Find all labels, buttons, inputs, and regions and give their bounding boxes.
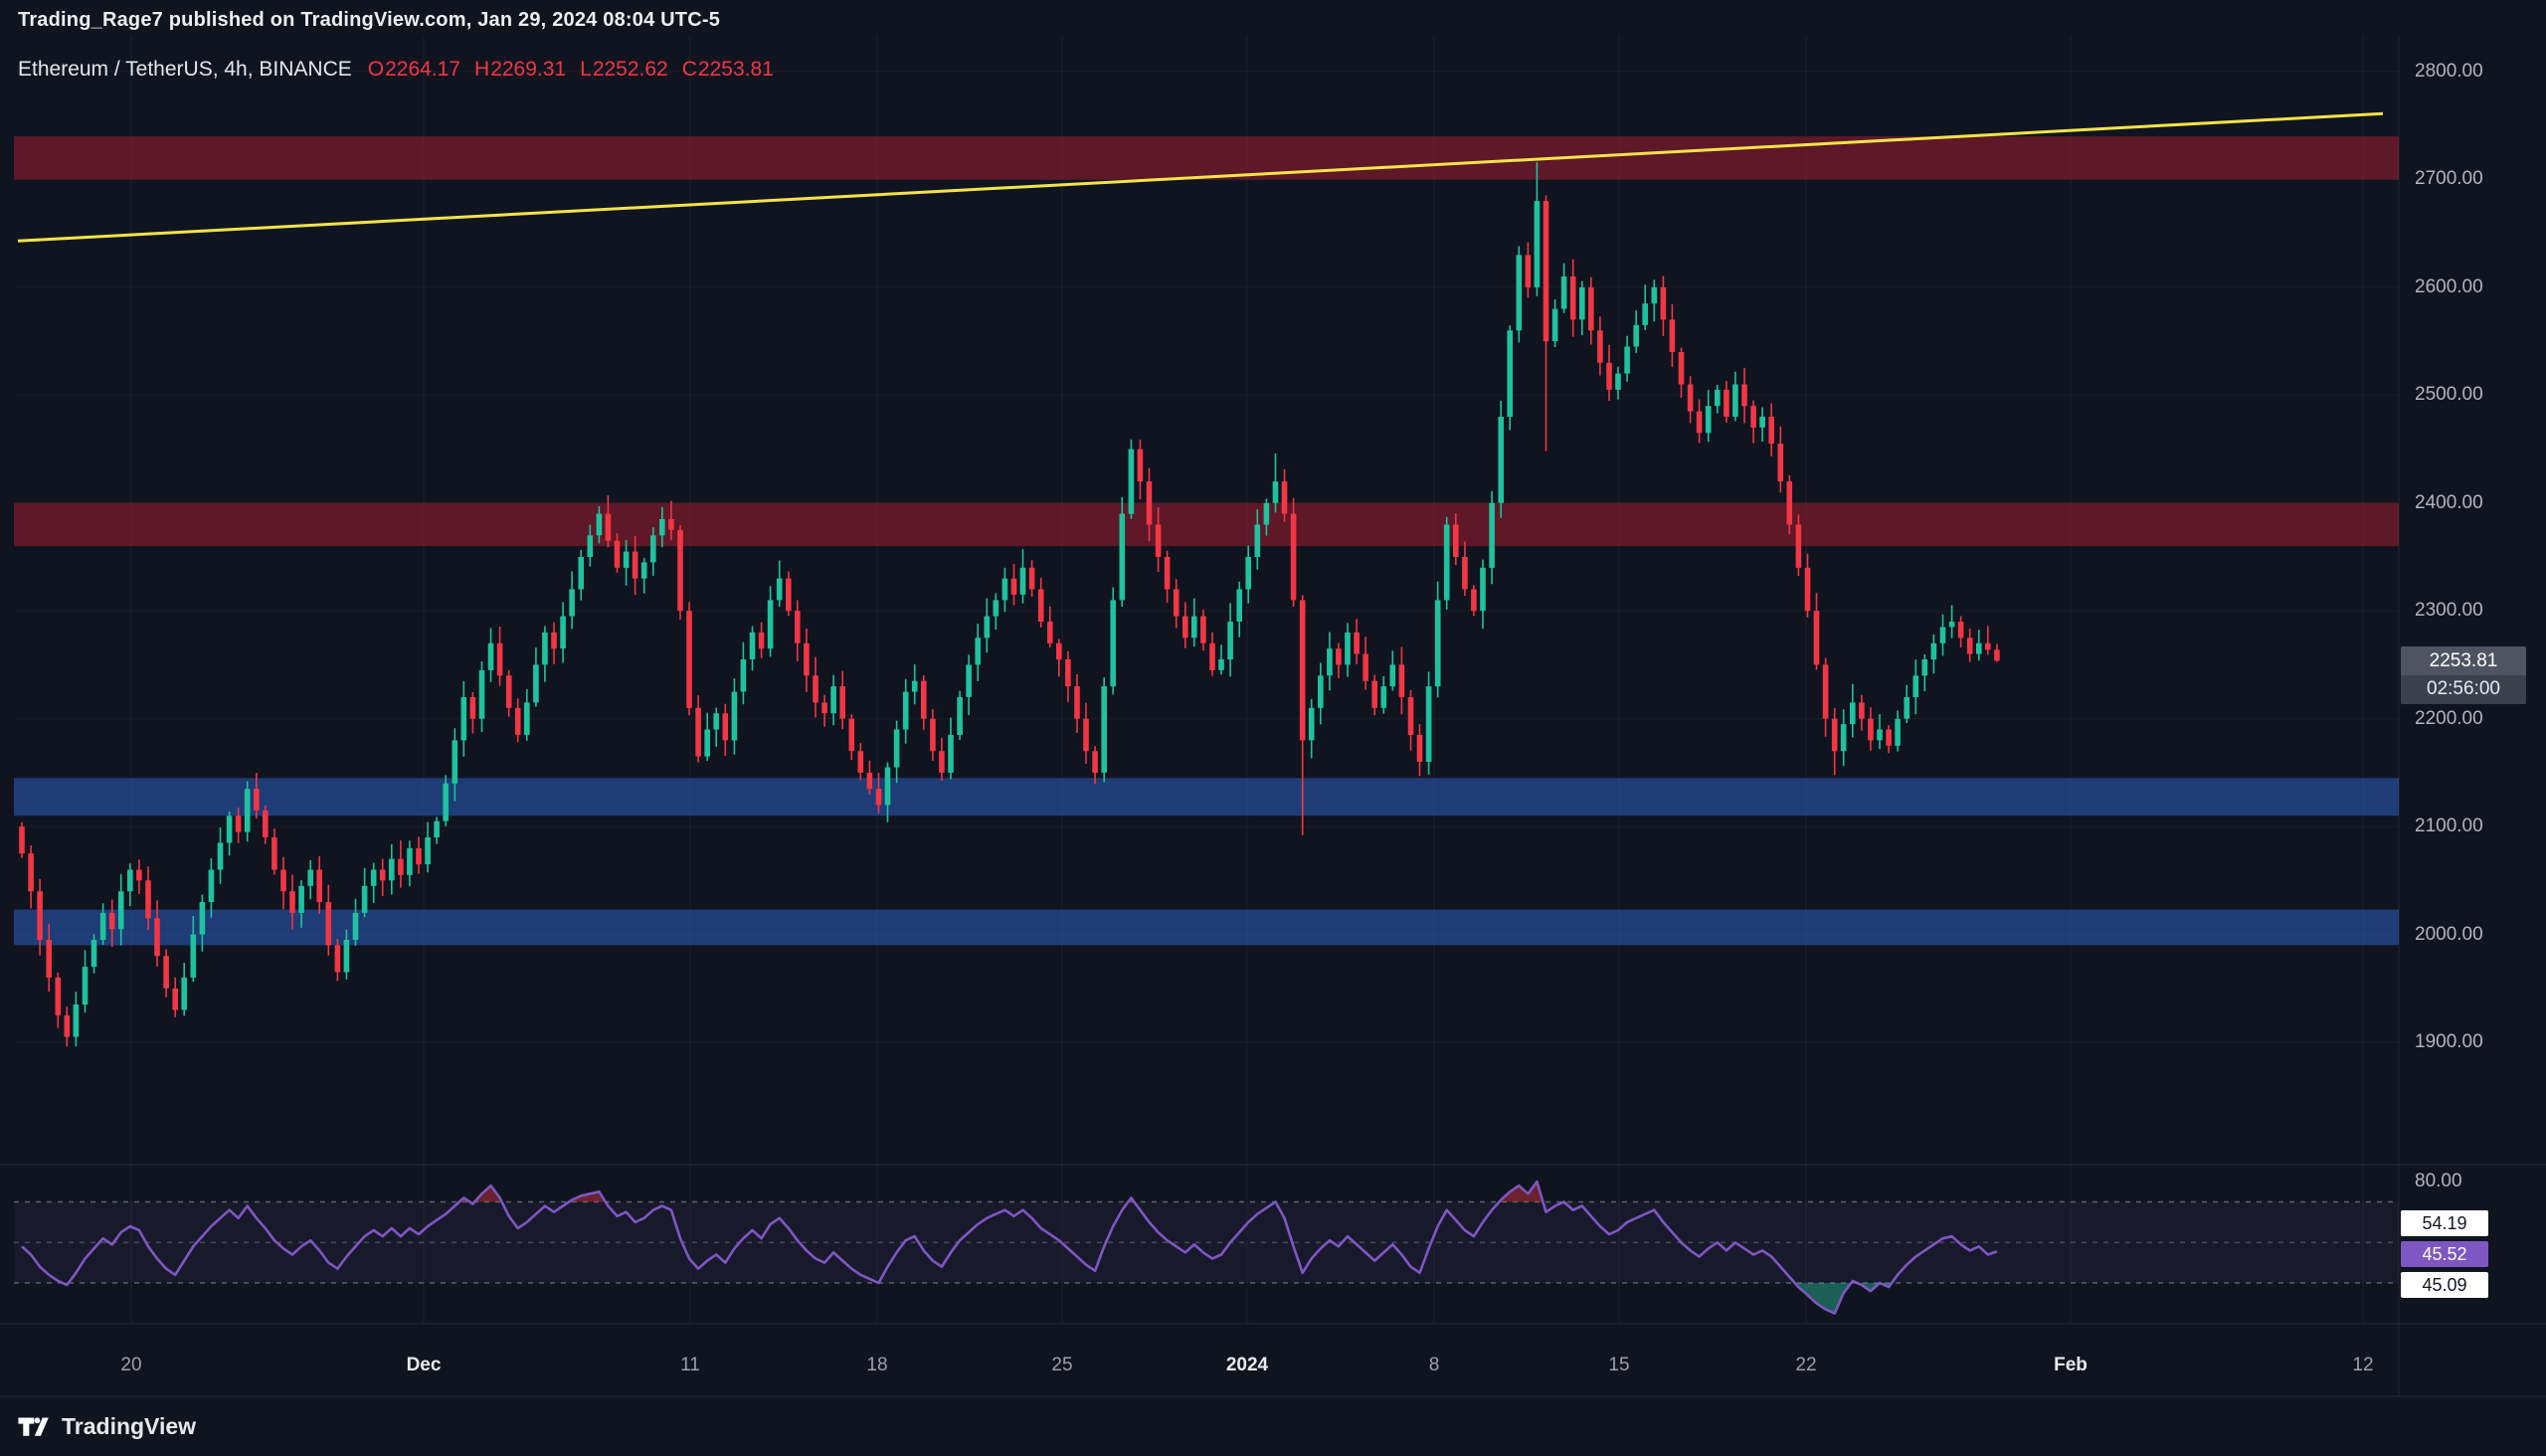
support-zone-2100 — [14, 778, 2399, 817]
rsi-value-box: 45.52 — [2401, 1241, 2488, 1267]
last-price-value: 2253.81 — [2401, 646, 2526, 675]
time-tick-label[interactable]: 20 — [120, 1355, 142, 1375]
price-tick-label: 2100.00 — [2415, 816, 2483, 837]
price-tick-label: 2000.00 — [2415, 923, 2483, 945]
candles — [19, 162, 2000, 1047]
price-tick-label: 2700.00 — [2415, 168, 2483, 190]
ascending-trendline[interactable] — [17, 111, 2384, 243]
time-tick-label[interactable]: 22 — [1795, 1355, 1817, 1375]
ohlc-open: O2264.17 — [367, 58, 461, 81]
price-tick-label: 1900.00 — [2415, 1031, 2483, 1052]
rsi-value-box: 45.09 — [2401, 1272, 2488, 1298]
tradingview-logo-icon[interactable] — [16, 1409, 50, 1443]
tradingview-brand[interactable]: TradingView — [62, 1412, 197, 1439]
publish-header: Trading_Rage7 published on TradingView.c… — [18, 9, 720, 32]
time-tick-label[interactable]: 2024 — [1225, 1355, 1269, 1375]
publish-text: Trading_Rage7 published on TradingView.c… — [18, 9, 721, 31]
price-tick-label: 2500.00 — [2415, 384, 2483, 406]
time-tick-label[interactable]: 18 — [866, 1355, 888, 1375]
price-tick-label: 2800.00 — [2415, 61, 2483, 82]
price-tick-label: 2600.00 — [2415, 275, 2483, 297]
ohlc-low: L2252.62 — [580, 58, 668, 81]
resistance-zone-2400 — [14, 502, 2399, 547]
time-tick-label[interactable]: Feb — [2054, 1355, 2088, 1375]
resistance-zone-2700 — [14, 136, 2399, 180]
rsi-line[interactable] — [21, 1180, 1998, 1315]
price-tick-label: 2300.00 — [2415, 600, 2483, 622]
ohlc-values: O2264.17 H2269.31 L2252.62 C2253.81 — [368, 58, 774, 82]
price-tick-label: 2400.00 — [2415, 491, 2483, 513]
rsi-scale-label: 80.00 — [2415, 1171, 2462, 1192]
rsi-value-box: 54.19 — [2401, 1210, 2488, 1236]
ohlc-high: H2269.31 — [474, 58, 567, 81]
time-tick-label[interactable]: 8 — [1428, 1355, 1440, 1375]
symbol-title[interactable]: Ethereum / TetherUS, 4h, BINANCE — [18, 58, 352, 81]
last-price-label: 2253.81 02:56:00 — [2401, 646, 2526, 704]
ohlc-close: C2253.81 — [681, 58, 774, 81]
support-zone-2000 — [14, 909, 2399, 946]
time-tick-label[interactable]: 12 — [2352, 1355, 2374, 1375]
gridlines — [14, 36, 2399, 1324]
time-tick-label[interactable]: 11 — [680, 1355, 700, 1375]
price-tick-label: 2200.00 — [2415, 707, 2483, 729]
symbol-legend[interactable]: Ethereum / TetherUS, 4h, BINANCE O2264.1… — [18, 58, 774, 82]
time-tick-label[interactable]: 15 — [1608, 1355, 1630, 1375]
time-tick-label[interactable]: 25 — [1051, 1355, 1073, 1375]
time-tick-label[interactable]: Dec — [406, 1355, 442, 1375]
sr-zones — [14, 136, 2399, 946]
footer: TradingView — [0, 1396, 2546, 1456]
rsi-pane[interactable] — [14, 1165, 2399, 1324]
candle-countdown: 02:56:00 — [2401, 675, 2526, 704]
